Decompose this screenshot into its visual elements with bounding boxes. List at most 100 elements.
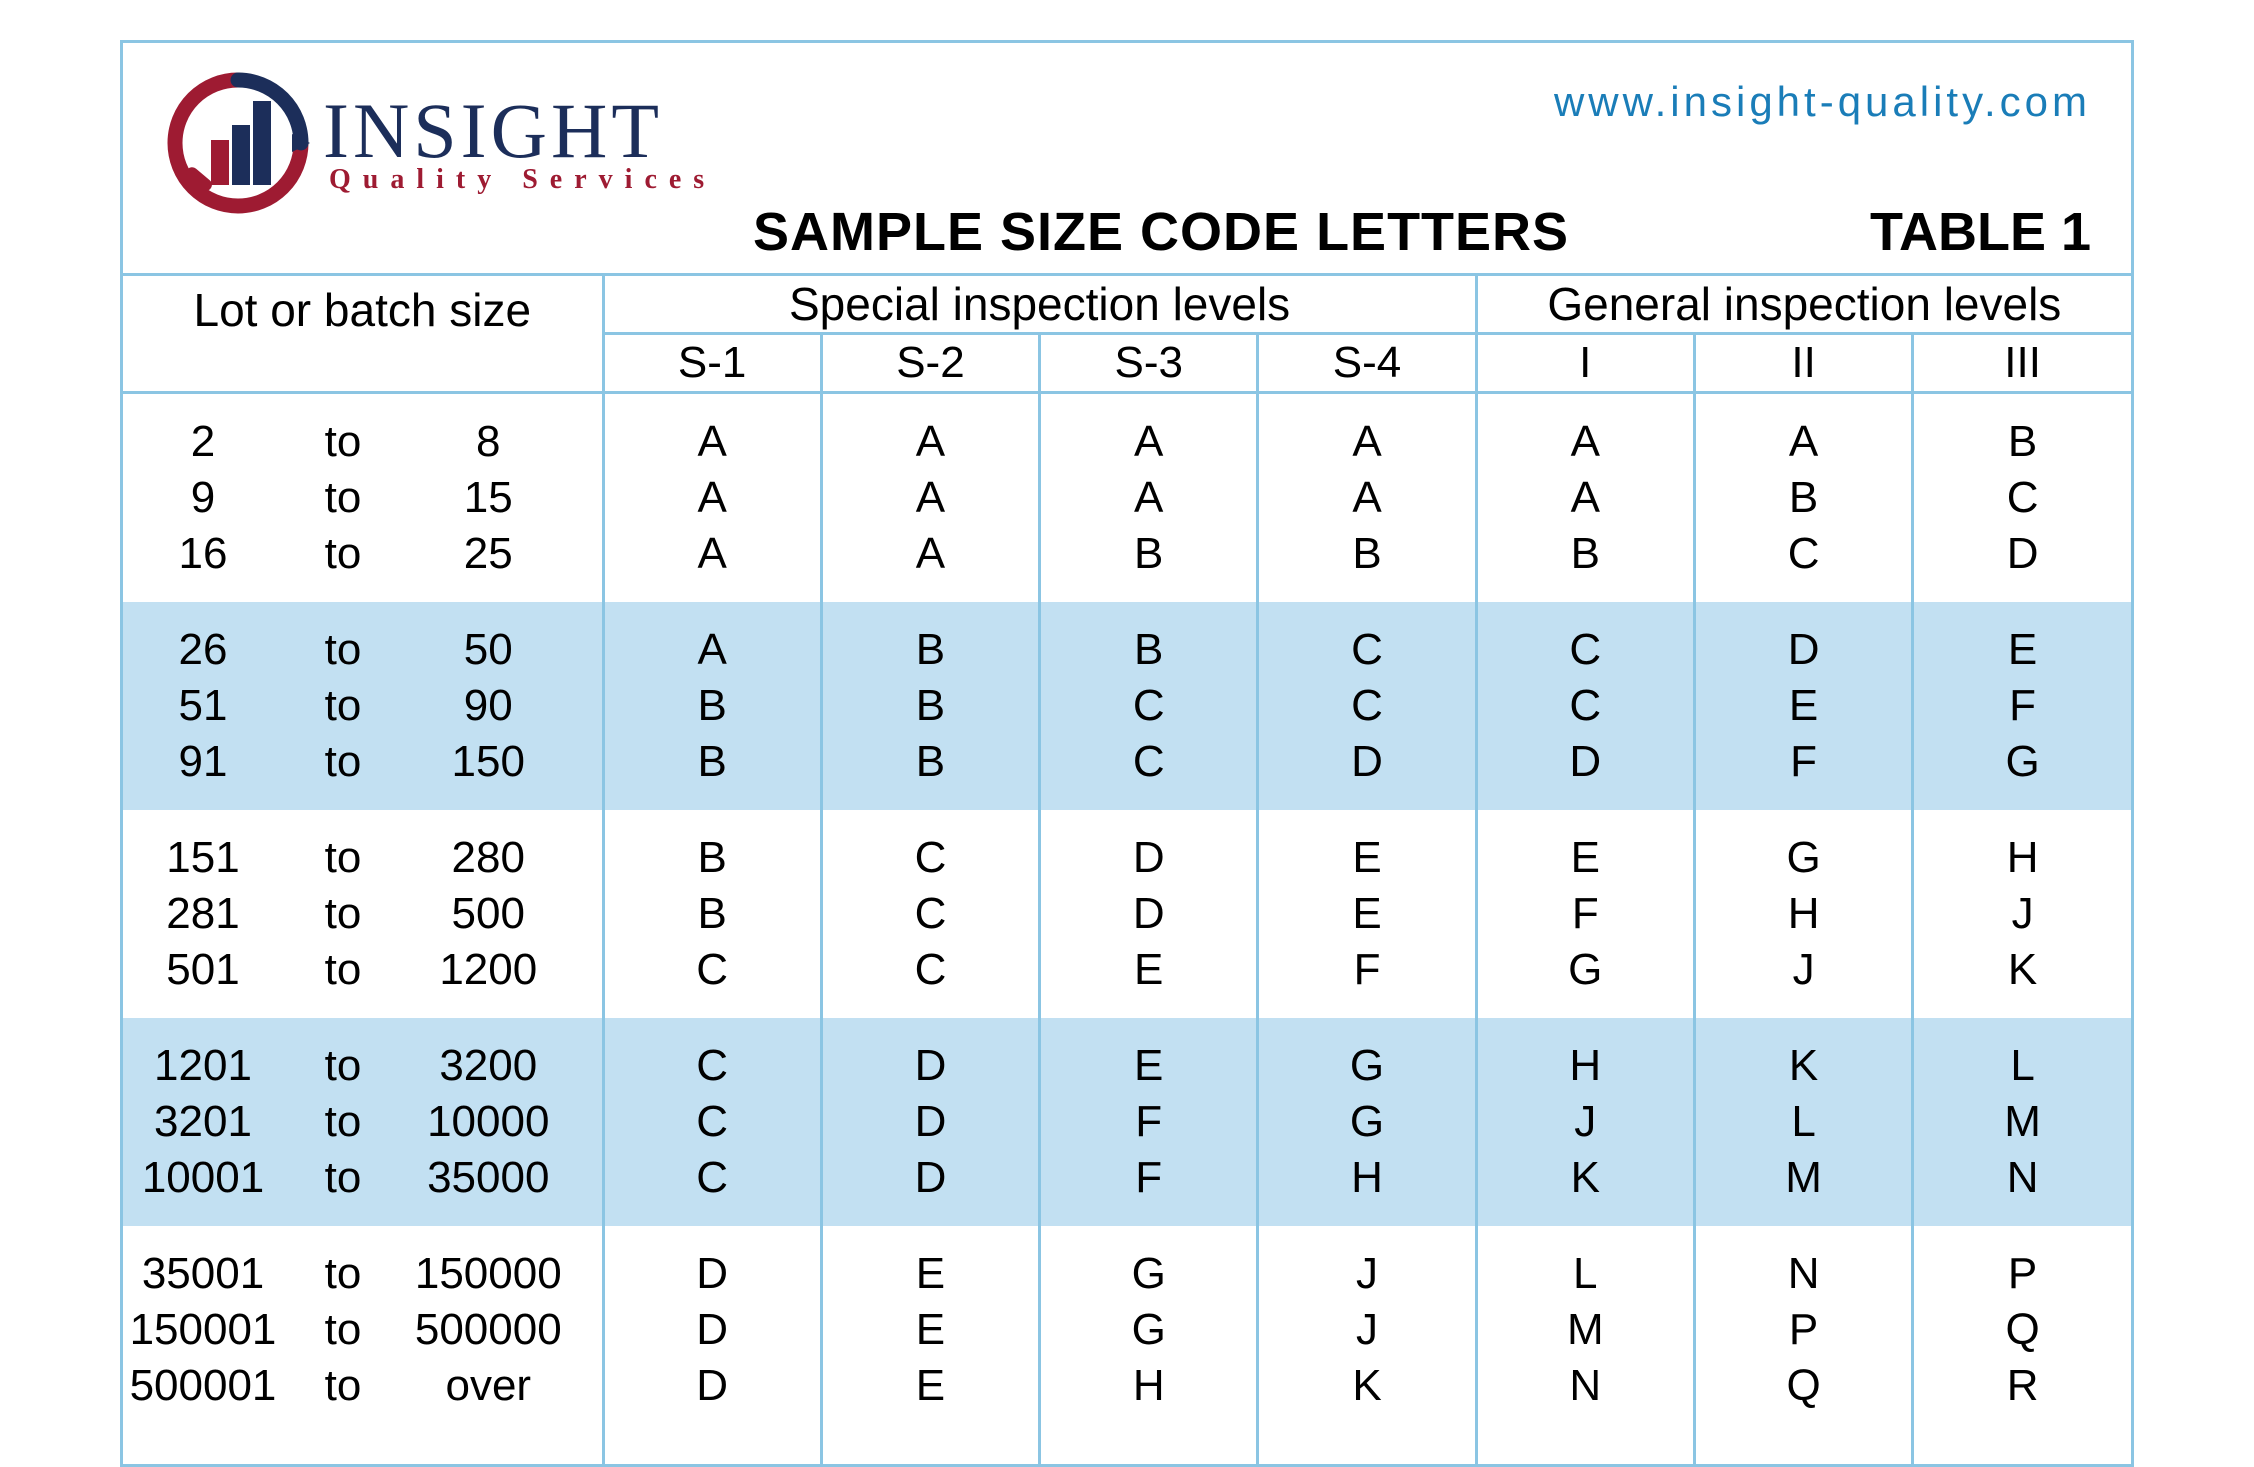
gap-cell xyxy=(293,1414,393,1434)
gap-cell xyxy=(393,602,603,622)
code-cell: H xyxy=(1476,1038,1694,1094)
gap-cell xyxy=(393,998,603,1018)
gap-cell xyxy=(1913,1018,2131,1038)
gap-cell xyxy=(1476,1226,1694,1246)
group-gap xyxy=(123,790,2131,810)
gap-cell xyxy=(1913,602,2131,622)
lot-upper: 8 xyxy=(393,414,603,470)
code-cell: C xyxy=(603,1094,821,1150)
gap-cell xyxy=(603,998,821,1018)
code-cell: B xyxy=(1040,622,1258,678)
gap-cell xyxy=(393,582,603,602)
gap-cell xyxy=(603,1206,821,1226)
code-cell: F xyxy=(1258,942,1476,998)
code-cell: H xyxy=(1913,830,2131,886)
gap-cell xyxy=(603,393,821,415)
code-cell: B xyxy=(821,622,1039,678)
code-cell: F xyxy=(1913,678,2131,734)
lot-from: 150001 xyxy=(123,1302,293,1358)
lot-upper: 1200 xyxy=(393,942,603,998)
group-gap xyxy=(123,810,2131,830)
gap-cell xyxy=(1476,393,1694,415)
stub-cell xyxy=(123,1434,293,1464)
gap-cell xyxy=(123,393,293,415)
code-cell: C xyxy=(1040,734,1258,790)
lot-from: 281 xyxy=(123,886,293,942)
code-cell: A xyxy=(1476,470,1694,526)
gap-cell xyxy=(1258,1226,1476,1246)
lot-from: 10001 xyxy=(123,1150,293,1206)
gap-cell xyxy=(1476,582,1694,602)
code-cell: C xyxy=(1694,526,1912,582)
brand-url[interactable]: www.insight-quality.com xyxy=(1554,78,2091,126)
lot-from: 26 xyxy=(123,622,293,678)
code-cell: A xyxy=(1040,414,1258,470)
table-row: 150001to500000DEGJMPQ xyxy=(123,1302,2131,1358)
gap-cell xyxy=(293,1018,393,1038)
gap-cell xyxy=(821,1018,1039,1038)
table-row: 1201to3200CDEGHKL xyxy=(123,1038,2131,1094)
code-cell: Q xyxy=(1694,1358,1912,1414)
code-cell: D xyxy=(603,1358,821,1414)
gap-cell xyxy=(603,582,821,602)
table-number: TABLE 1 xyxy=(1870,201,2091,263)
code-cell: R xyxy=(1913,1358,2131,1414)
code-cell: A xyxy=(821,414,1039,470)
lot-upper: 280 xyxy=(393,830,603,886)
gap-cell xyxy=(1258,1206,1476,1226)
lot-from: 1201 xyxy=(123,1038,293,1094)
group-gap xyxy=(123,1018,2131,1038)
gap-cell xyxy=(1040,1414,1258,1434)
gap-cell xyxy=(821,1206,1039,1226)
gap-cell xyxy=(123,602,293,622)
gap-cell xyxy=(123,810,293,830)
col-header-special-group: Special inspection levels xyxy=(603,275,1476,334)
code-cell: B xyxy=(603,678,821,734)
header-band: INSIGHT Quality Services www.insight-qua… xyxy=(123,43,2131,273)
gap-cell xyxy=(293,810,393,830)
gap-cell xyxy=(603,1414,821,1434)
gap-cell xyxy=(1476,790,1694,810)
code-cell: C xyxy=(1258,678,1476,734)
gap-cell xyxy=(1040,998,1258,1018)
code-cell: N xyxy=(1694,1246,1912,1302)
lot-from: 16 xyxy=(123,526,293,582)
lot-upper: 50 xyxy=(393,622,603,678)
group-gap xyxy=(123,1206,2131,1226)
gap-cell xyxy=(1694,998,1912,1018)
gap-cell xyxy=(123,1206,293,1226)
code-cell: D xyxy=(603,1246,821,1302)
group-gap xyxy=(123,602,2131,622)
code-cell: K xyxy=(1913,942,2131,998)
code-cell: D xyxy=(1913,526,2131,582)
sample-size-table: Lot or batch size Special inspection lev… xyxy=(123,273,2131,1464)
gap-cell xyxy=(1040,582,1258,602)
code-cell: G xyxy=(1040,1246,1258,1302)
code-cell: G xyxy=(1476,942,1694,998)
gap-cell xyxy=(1258,998,1476,1018)
code-cell: N xyxy=(1913,1150,2131,1206)
stub-cell xyxy=(1476,1434,1694,1464)
col-header-s1: S-1 xyxy=(603,334,821,393)
code-cell: B xyxy=(603,830,821,886)
code-cell: B xyxy=(603,886,821,942)
table-row: 10001to35000CDFHKMN xyxy=(123,1150,2131,1206)
code-cell: K xyxy=(1694,1038,1912,1094)
code-cell: H xyxy=(1694,886,1912,942)
lot-upper: 10000 xyxy=(393,1094,603,1150)
gap-cell xyxy=(1040,810,1258,830)
gap-cell xyxy=(1694,582,1912,602)
gap-cell xyxy=(293,790,393,810)
lot-from: 151 xyxy=(123,830,293,886)
code-cell: E xyxy=(1040,942,1258,998)
lot-upper: 90 xyxy=(393,678,603,734)
logo-mark-icon xyxy=(163,68,313,218)
gap-cell xyxy=(393,1226,603,1246)
lot-upper: 500 xyxy=(393,886,603,942)
code-cell: C xyxy=(1476,622,1694,678)
gap-cell xyxy=(821,582,1039,602)
code-cell: Q xyxy=(1913,1302,2131,1358)
stub-cell xyxy=(821,1434,1039,1464)
gap-cell xyxy=(821,1414,1039,1434)
gap-cell xyxy=(293,393,393,415)
